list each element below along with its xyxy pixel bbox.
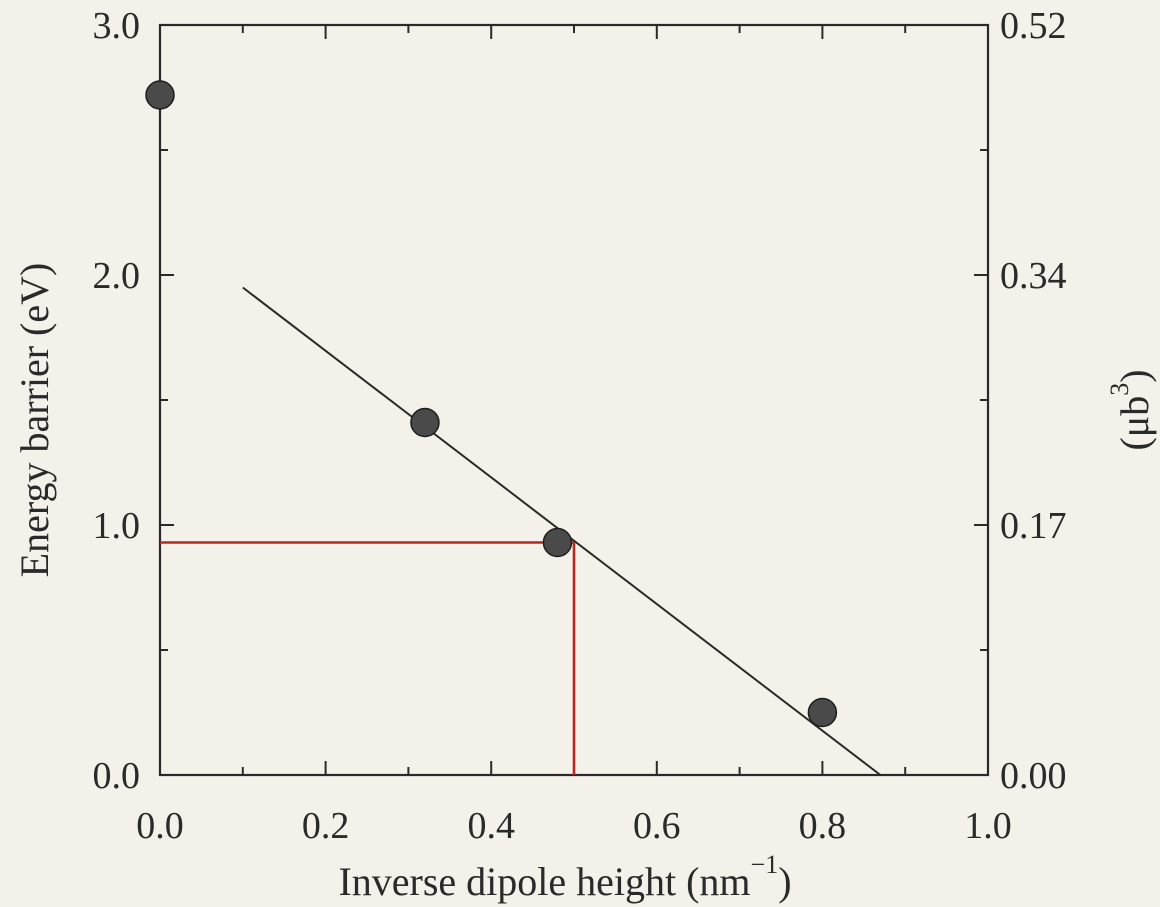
y-right-tick-label: 0.00	[1000, 755, 1067, 797]
y-right-axis-title-text: (μb	[1112, 396, 1157, 451]
tick-labels: 0.0 0.2 0.4 0.6 0.8 1.0 0.0 1.0 2.0 3.0 0.00 0.17 0.…	[93, 5, 1067, 847]
data-point	[542, 527, 573, 558]
y-right-axis-title: (μb3)	[1105, 369, 1157, 450]
y-right-axis-title-superscript: 3	[1105, 383, 1134, 396]
axis-ticks	[159, 24, 989, 776]
data-point	[807, 697, 838, 728]
x-axis-title-suffix: )	[778, 859, 791, 904]
x-axis-title-superscript: −1	[751, 850, 779, 879]
data-point	[410, 407, 440, 438]
y-right-tick-label: 0.52	[1000, 5, 1067, 47]
y-right-tick-label: 0.34	[1000, 255, 1067, 297]
y-axis-title: Energy barrier (eV)	[12, 263, 57, 578]
y-tick-label: 0.0	[93, 755, 141, 797]
data-points	[145, 80, 838, 728]
x-axis-title-text: Inverse dipole height (nm	[338, 859, 750, 904]
x-tick-label: 0.8	[799, 805, 847, 847]
y-right-tick-label: 0.17	[1000, 505, 1067, 547]
x-tick-label: 0.4	[467, 805, 515, 847]
x-tick-label: 0.2	[302, 805, 350, 847]
y-tick-label: 1.0	[93, 505, 141, 547]
x-tick-label: 1.0	[964, 805, 1012, 847]
y-right-axis-title-suffix: )	[1112, 369, 1157, 382]
data-point	[145, 80, 175, 110]
x-axis-title: Inverse dipole height (nm−1)	[338, 850, 791, 904]
x-tick-label: 0.6	[633, 805, 681, 847]
y-tick-label: 2.0	[93, 255, 141, 297]
y-tick-label: 3.0	[93, 5, 141, 47]
guide-lines	[160, 541, 576, 775]
x-tick-label: 0.0	[136, 805, 184, 847]
